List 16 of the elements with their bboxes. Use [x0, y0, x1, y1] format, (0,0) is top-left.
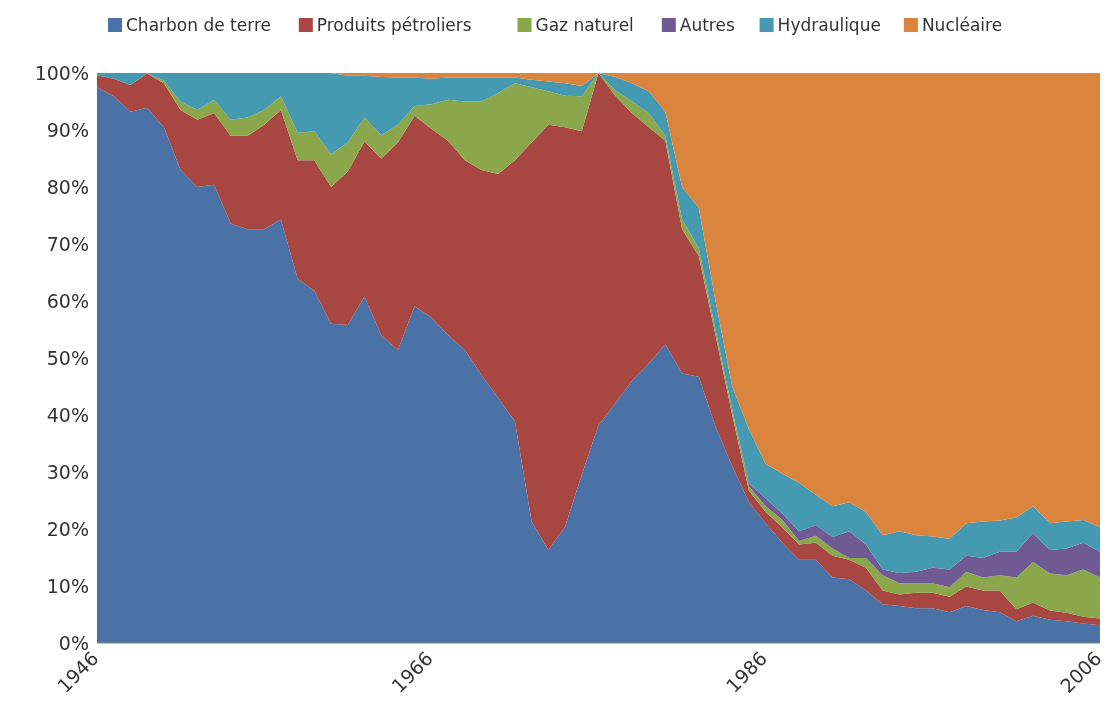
legend-label: Produits pétroliers [316, 14, 472, 35]
y-tick-label: 60% [46, 289, 89, 312]
y-tick-label: 20% [46, 517, 89, 540]
legend-label: Nucléaire [921, 14, 1003, 35]
legend-label: Hydraulique [777, 14, 881, 35]
legend-label: Autres [679, 14, 735, 35]
legend-label: Gaz naturel [535, 14, 634, 35]
y-tick-label: 100% [34, 61, 89, 84]
y-tick-label: 90% [46, 118, 89, 141]
y-tick-label: 70% [46, 232, 89, 255]
y-tick-label: 40% [46, 403, 89, 426]
y-tick-label: 80% [46, 175, 89, 198]
y-tick-label: 10% [46, 574, 89, 597]
y-tick-label: 30% [46, 460, 89, 483]
y-tick-label: 50% [46, 346, 89, 369]
legend-label: Charbon de terre [126, 14, 271, 35]
